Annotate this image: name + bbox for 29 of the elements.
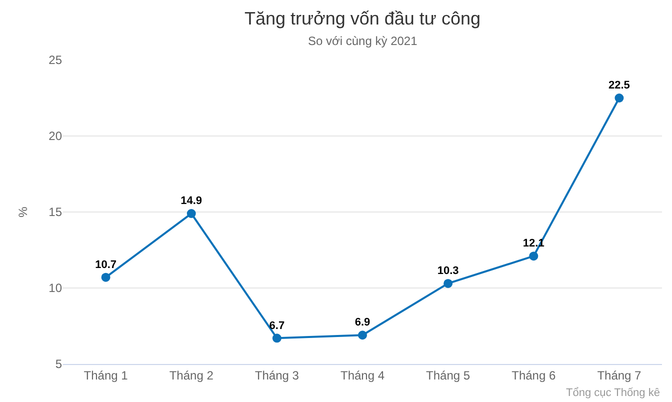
- data-label: 6.7: [269, 320, 285, 332]
- x-tick-label: Tháng 4: [340, 368, 385, 382]
- data-label: 6.9: [354, 316, 370, 329]
- point: [614, 94, 624, 102]
- y-tick-label: 25: [48, 53, 62, 68]
- y-tick-label: 20: [48, 129, 62, 144]
- point: [529, 252, 538, 261]
- x-tick-label: Tháng 3: [254, 368, 300, 382]
- y-tick-label: 15: [48, 205, 62, 220]
- data-label: 10.7: [95, 258, 116, 271]
- data-label: 10.3: [437, 265, 459, 278]
- x-tick-label: Tháng 1: [84, 368, 128, 382]
- text: Tổng cục Thống kê: [566, 387, 660, 399]
- y-tick-label: 10: [48, 281, 62, 296]
- chart-title: Tăng trưởng vốn đầu tư công: [244, 8, 481, 28]
- data-label: 22.5: [608, 80, 630, 92]
- point: [186, 209, 196, 218]
- x-tick-label: Tháng 5: [426, 368, 470, 382]
- x-tick-label: Tháng 6: [512, 368, 556, 382]
- point: [444, 278, 453, 288]
- x-tick-label: Tháng 7: [597, 368, 642, 382]
- point: [101, 272, 110, 282]
- point: [272, 334, 282, 343]
- point: [358, 330, 367, 340]
- y-axis-title: %: [16, 206, 30, 218]
- y-tick-label: 5: [55, 357, 62, 372]
- x-tick-label: Tháng 2: [169, 368, 214, 382]
- chart-subtitle: So với cùng kỳ 2021: [308, 34, 418, 48]
- data-label: 14.9: [180, 195, 202, 208]
